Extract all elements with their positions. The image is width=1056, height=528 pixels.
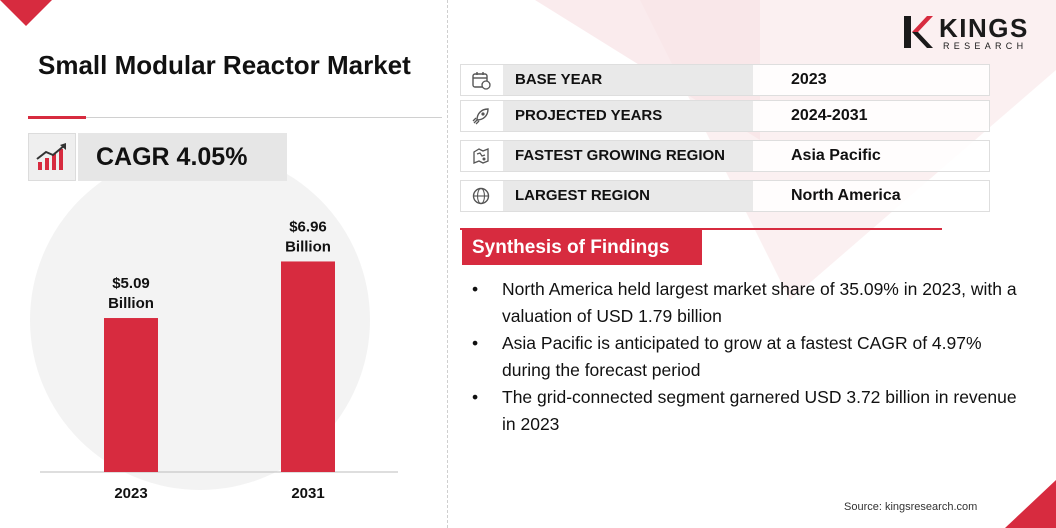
synthesis-rule — [460, 228, 942, 230]
region-map-icon — [473, 148, 489, 164]
finding-item: • Asia Pacific is anticipated to grow at … — [470, 330, 1030, 384]
data-label-2023-line-2: Billion — [108, 295, 154, 312]
finding-item: • The grid-connected segment garnered USD… — [470, 384, 1030, 438]
finding-text: Asia Pacific is anticipated to grow at a… — [502, 333, 982, 380]
findings-list: • North America held largest market share… — [470, 276, 1030, 438]
cagr-icon-box — [28, 133, 76, 181]
corner-accent-bottom-right — [1005, 480, 1056, 528]
calendar-icon — [472, 72, 491, 90]
logo-k-mark — [904, 16, 933, 48]
info-row-largest-region: LARGEST REGION North America — [460, 180, 990, 212]
corner-accent-top-left — [0, 0, 52, 26]
x-tick-label-2031: 2031 — [291, 485, 324, 502]
info-label: BASE YEAR — [503, 65, 753, 95]
cagr-value: CAGR 4.05% — [96, 142, 248, 171]
finding-item: • North America held largest market share… — [470, 276, 1030, 330]
title-underline — [28, 117, 442, 118]
market-size-bar-chart: $5.09 Billion 2023 $6.96 Billion 2031 — [40, 218, 398, 502]
info-value: 2024-2031 — [791, 107, 868, 124]
logo-subtitle: RESEARCH — [943, 41, 1028, 51]
info-label: FASTEST GROWING REGION — [503, 141, 753, 171]
info-value: 2023 — [791, 71, 827, 88]
title-underline-accent — [28, 116, 86, 119]
info-label: PROJECTED YEARS — [503, 101, 753, 131]
data-label-2031-line-1: $6.96 — [289, 218, 327, 235]
growth-chart-icon — [36, 143, 66, 170]
bullet: • — [472, 333, 479, 353]
page-title: Small Modular Reactor Market — [38, 50, 411, 80]
logo-name: KINGS — [939, 13, 1029, 43]
info-row-projected-years: PROJECTED YEARS 2024-2031 — [460, 100, 990, 132]
bar-2031 — [281, 261, 335, 472]
bullet: • — [472, 387, 479, 407]
kings-research-logo: KINGS RESEARCH — [903, 14, 1033, 54]
globe-icon — [472, 187, 490, 205]
synthesis-header: Synthesis of Findings — [462, 230, 702, 265]
info-value: North America — [791, 187, 901, 204]
finding-text: North America held largest market share … — [502, 279, 1017, 326]
info-row-base-year: BASE YEAR 2023 — [460, 64, 990, 96]
source-credit: Source: kingsresearch.com — [844, 501, 978, 513]
bars-layer: $5.09 Billion 2023 $6.96 Billion 2031 — [104, 218, 335, 502]
bar-2023 — [104, 318, 158, 472]
info-row-fastest-region: FASTEST GROWING REGION Asia Pacific — [460, 140, 990, 172]
rocket-icon — [472, 108, 489, 125]
data-label-2031-line-2: Billion — [285, 238, 331, 255]
info-label: LARGEST REGION — [503, 181, 753, 211]
section-divider — [447, 0, 448, 528]
finding-text: The grid-connected segment garnered USD … — [502, 387, 1017, 434]
x-tick-label-2023: 2023 — [114, 485, 147, 502]
bullet: • — [472, 279, 479, 299]
data-label-2023-line-1: $5.09 — [112, 275, 150, 292]
cagr-badge: CAGR 4.05% — [78, 133, 287, 181]
info-value: Asia Pacific — [791, 147, 881, 164]
